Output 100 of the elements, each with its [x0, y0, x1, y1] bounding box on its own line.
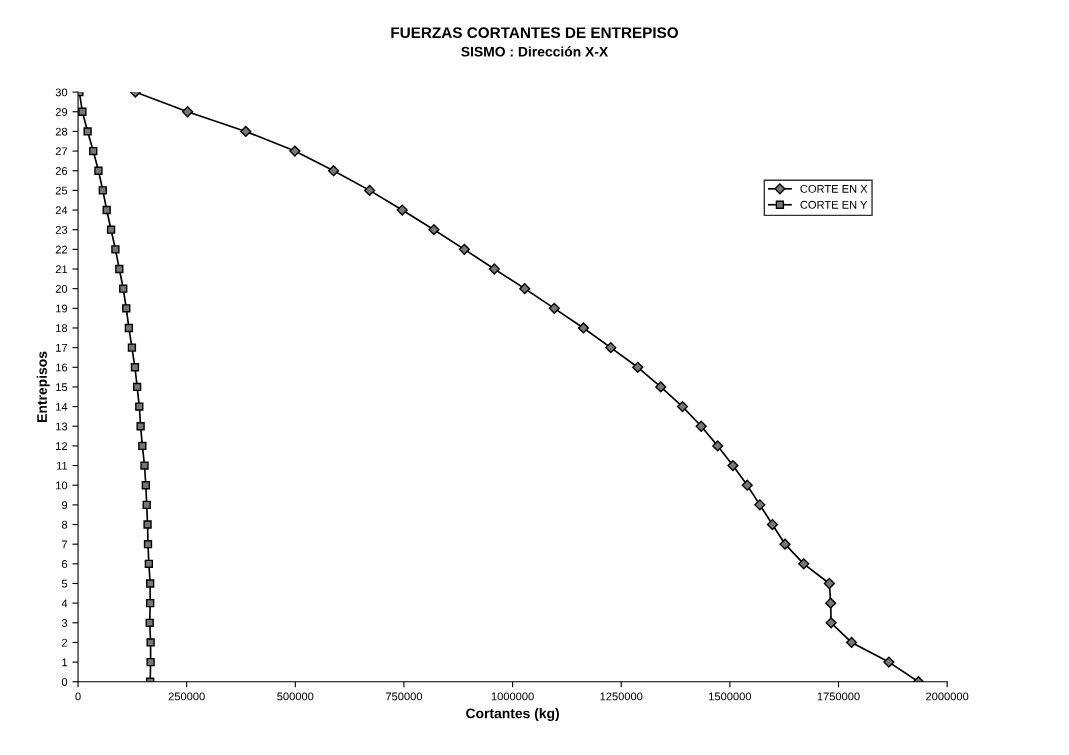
- point: [111, 245, 120, 254]
- point: [141, 481, 150, 490]
- y-tick-label: 9: [61, 501, 68, 509]
- point: [127, 343, 137, 352]
- point: [364, 184, 376, 196]
- point: [78, 107, 87, 116]
- x-tick-label: 2000000: [926, 692, 969, 701]
- point: [102, 205, 111, 215]
- point: [488, 263, 500, 275]
- y-tick-label: 26: [55, 167, 68, 175]
- y-tick-label: 28: [55, 127, 68, 136]
- y-tick-label: 16: [56, 363, 68, 372]
- point: [779, 538, 791, 550]
- x-tick-label: 1000000: [491, 692, 534, 701]
- point: [632, 361, 644, 373]
- point: [577, 322, 590, 334]
- point: [428, 224, 440, 236]
- x-tick-label: 750000: [385, 692, 423, 701]
- y-tick-label: 29: [55, 108, 68, 116]
- y-tick-label: 0: [61, 678, 68, 686]
- y-tick-label: 19: [56, 304, 68, 313]
- y-tick-label: 24: [55, 206, 68, 215]
- y-tick-label: 20: [55, 284, 68, 293]
- y-tick-label: 14: [56, 402, 68, 411]
- y-tick-label: 4: [61, 599, 68, 608]
- y-tick-label: 13: [56, 422, 68, 431]
- y-tick-label: 30: [55, 88, 68, 97]
- x-tick-label: 0: [75, 692, 81, 701]
- y-tick-label: 3: [61, 619, 68, 627]
- point: [122, 304, 131, 313]
- point: [83, 127, 92, 136]
- x-tick-label: 1500000: [709, 692, 752, 701]
- x-tick-label: 1750000: [817, 692, 860, 701]
- legend-label: CORTE EN X: [800, 184, 868, 193]
- point: [845, 636, 858, 649]
- y-tick-label: 5: [61, 579, 68, 588]
- y-tick-label: 10: [56, 481, 68, 490]
- point: [119, 284, 128, 293]
- y-tick-label: 7: [62, 540, 68, 549]
- point: [712, 440, 724, 452]
- point: [145, 618, 154, 627]
- point: [825, 617, 837, 629]
- point: [142, 500, 151, 510]
- point: [146, 638, 155, 647]
- point: [144, 559, 154, 569]
- point: [98, 186, 107, 195]
- point: [106, 225, 116, 234]
- y-tick-label: 12: [56, 442, 68, 450]
- point: [146, 598, 155, 608]
- point: [327, 165, 340, 177]
- y-axis-title: Entrepisos: [36, 351, 50, 422]
- y-tick-label: 15: [56, 383, 68, 392]
- x-tick-label: 1250000: [600, 692, 643, 701]
- y-tick-label: 27: [55, 147, 68, 156]
- point: [124, 323, 134, 333]
- point: [798, 558, 810, 570]
- y-tick-label: 23: [55, 225, 68, 234]
- y-tick-label: 1: [62, 658, 68, 667]
- point: [140, 461, 149, 470]
- y-tick-label: 6: [62, 560, 68, 568]
- point: [823, 577, 835, 590]
- point: [289, 145, 301, 157]
- point: [136, 422, 145, 431]
- point: [605, 342, 617, 354]
- y-tick-label: 22: [55, 245, 68, 254]
- legend-label: CORTE EN Y: [800, 200, 868, 209]
- y-tick-label: 8: [61, 520, 68, 529]
- y-tick-label: 18: [56, 324, 68, 333]
- point: [89, 146, 98, 156]
- point: [130, 363, 140, 372]
- point: [676, 400, 689, 413]
- point: [519, 283, 531, 295]
- point: [135, 402, 144, 411]
- point: [727, 459, 739, 472]
- point: [146, 579, 155, 588]
- y-tick-label: 11: [56, 461, 68, 470]
- point: [143, 540, 153, 549]
- point: [655, 381, 667, 393]
- point: [396, 204, 408, 216]
- x-tick-label: 500000: [277, 692, 314, 701]
- point: [695, 420, 707, 432]
- point: [132, 382, 142, 392]
- x-tick-label: 250000: [168, 692, 205, 701]
- y-tick-label: 25: [55, 186, 68, 195]
- point: [754, 499, 766, 511]
- point: [825, 597, 837, 609]
- point: [548, 302, 560, 314]
- point: [115, 264, 124, 274]
- point: [458, 243, 470, 255]
- y-tick-label: 21: [55, 265, 68, 274]
- y-tick-label: 17: [56, 344, 68, 352]
- y-tick-label: 2: [62, 638, 68, 647]
- chart-title: FUERZAS CORTANTES DE ENTREPISO: [391, 27, 679, 39]
- point: [240, 125, 252, 138]
- point: [143, 520, 152, 529]
- point: [883, 656, 895, 668]
- x-axis-title: Cortantes (kg): [466, 708, 559, 722]
- point: [741, 479, 753, 491]
- point: [146, 657, 155, 667]
- point: [94, 166, 103, 175]
